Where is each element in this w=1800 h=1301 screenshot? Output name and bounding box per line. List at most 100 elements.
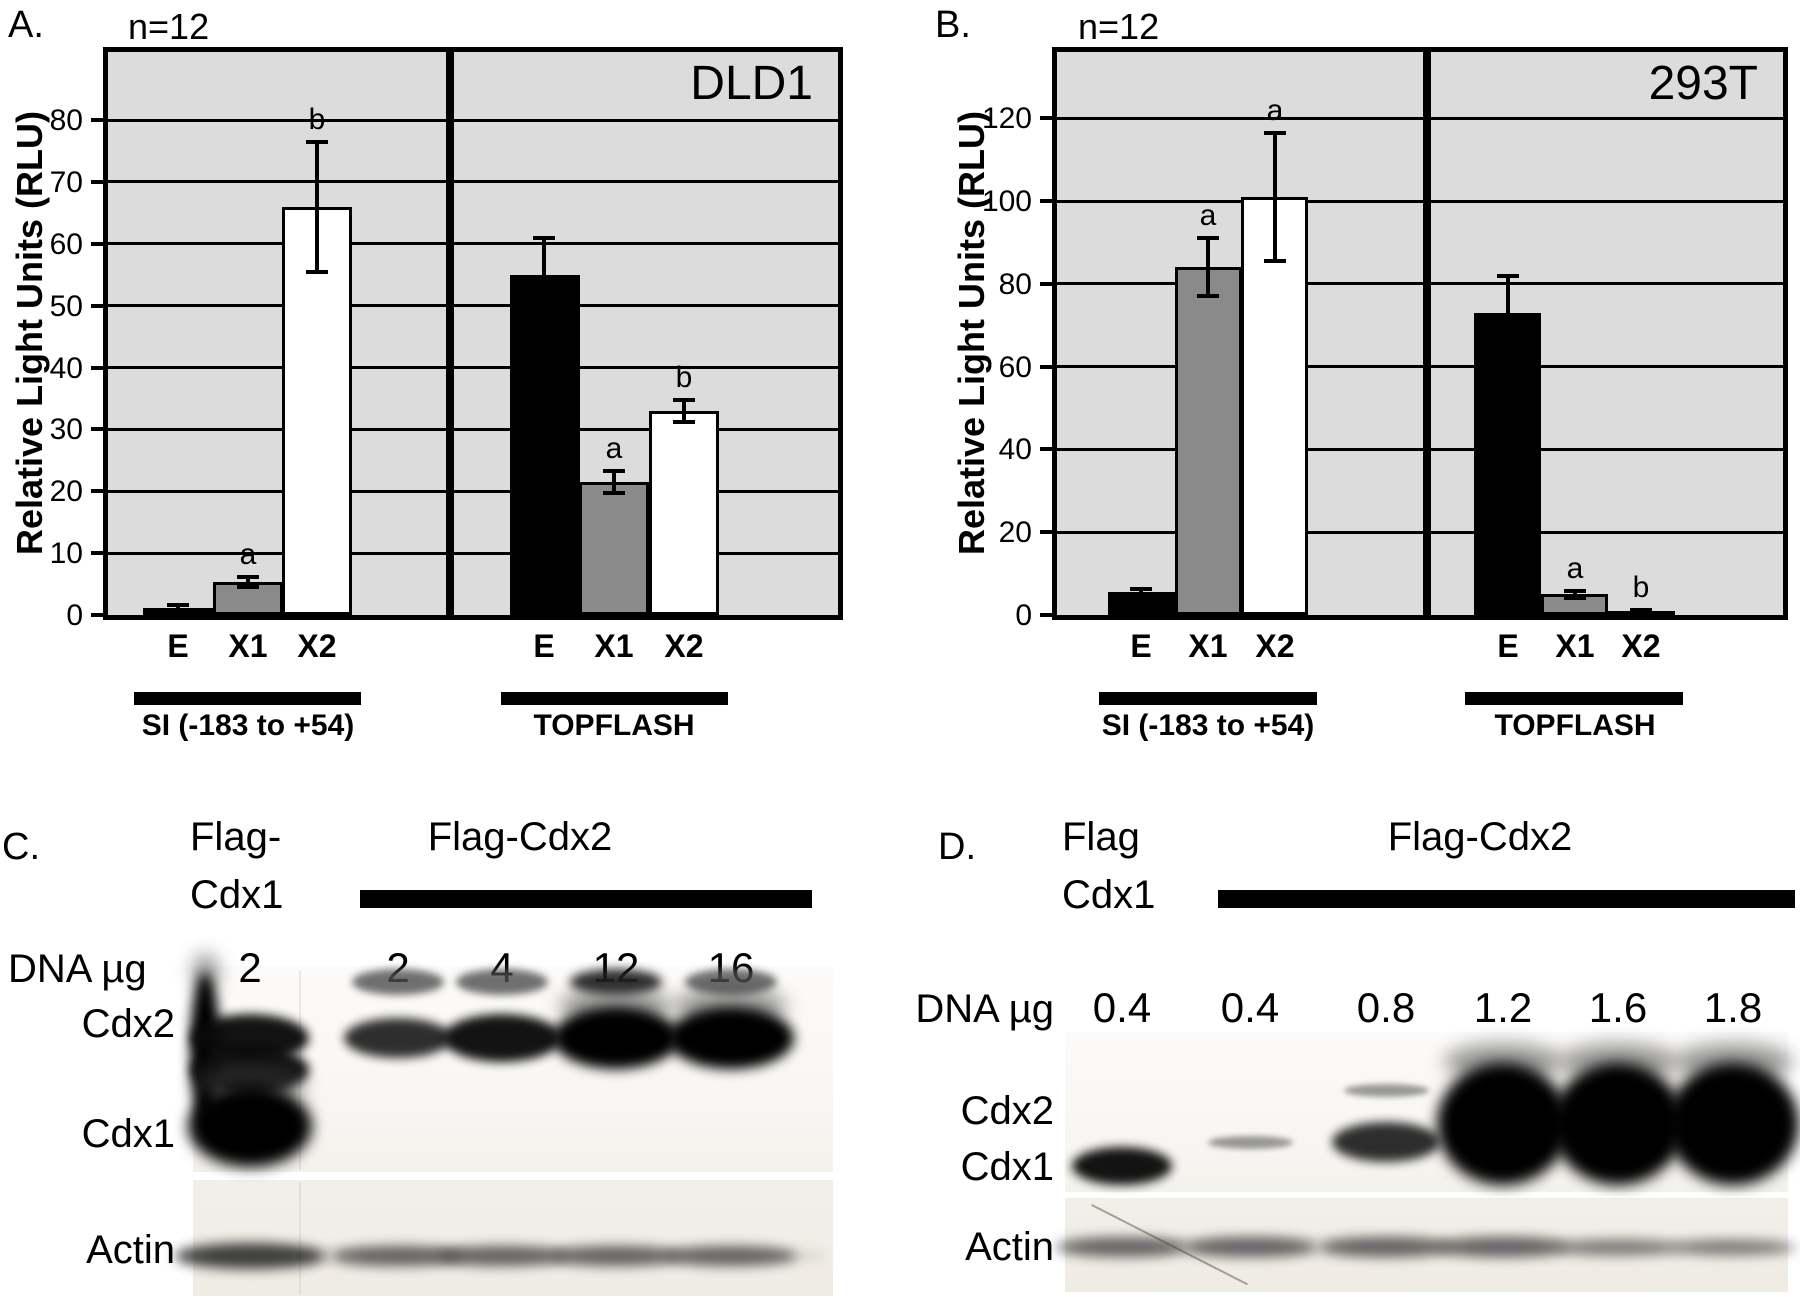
error-bar	[1273, 133, 1277, 261]
panel-divider	[1423, 52, 1431, 615]
gridline	[1057, 448, 1783, 451]
y-tick-label: 60	[998, 351, 1032, 384]
gridline	[108, 180, 838, 183]
blot-band	[1344, 1084, 1429, 1097]
y-tick-mark	[91, 551, 103, 555]
blot-band	[344, 1018, 452, 1058]
construct-label: Cdx1	[1062, 873, 1156, 917]
blot-band	[1332, 1122, 1440, 1162]
error-bar	[1573, 591, 1577, 598]
y-tick-mark	[1040, 613, 1052, 617]
blot-band	[443, 1014, 561, 1062]
blot-band	[456, 969, 548, 995]
group-label: SI (-183 to +54)	[141, 709, 355, 742]
construct-underline-bar	[360, 890, 812, 908]
x-tick-label: X2	[1621, 628, 1661, 664]
error-bar-cap	[1564, 589, 1586, 593]
y-tick-label: 120	[981, 102, 1032, 135]
western-blot-image	[193, 1180, 833, 1296]
error-bar-cap	[1564, 596, 1586, 600]
dna-amount-value: 2	[238, 944, 262, 991]
error-bar-cap	[1197, 236, 1219, 240]
y-tick-label: 70	[49, 166, 83, 199]
error-bar-cap	[306, 140, 328, 144]
x-tick-label: E	[167, 628, 189, 664]
y-tick-mark	[91, 427, 103, 431]
y-tick-mark	[91, 304, 103, 308]
protein-row-label: Cdx2	[960, 1089, 1054, 1133]
actin-band	[1556, 1240, 1681, 1255]
dna-amount-value: 0.4	[1220, 984, 1280, 1031]
y-tick-mark	[91, 180, 103, 184]
blot-band	[1437, 1063, 1569, 1185]
gridline	[108, 366, 838, 369]
protein-row-label: Actin	[965, 1225, 1054, 1269]
significance-letter: a	[605, 432, 623, 465]
gridline	[1057, 200, 1783, 203]
group-underline	[134, 692, 361, 705]
construct-label: Flag-Cdx2	[427, 815, 613, 859]
y-tick-label: 0	[66, 599, 83, 632]
y-tick-mark	[91, 118, 103, 122]
significance-letter: a	[1266, 94, 1284, 127]
error-bar	[246, 577, 250, 587]
x-tick-label: E	[1497, 628, 1519, 664]
dna-amount-value: 1.8	[1703, 984, 1763, 1031]
gridline	[108, 552, 838, 555]
x-tick-label: X2	[664, 628, 704, 664]
group-underline	[1099, 692, 1317, 705]
error-bar	[176, 605, 180, 610]
y-tick-mark	[1040, 365, 1052, 369]
plot-area	[1052, 47, 1788, 620]
dna-amount-label: DNA µg	[915, 987, 1054, 1031]
x-tick-label: X2	[297, 628, 337, 664]
actin-band	[436, 1246, 568, 1266]
dna-amount-value: 1.2	[1473, 984, 1533, 1031]
x-tick-label: X1	[594, 628, 634, 664]
construct-label: Flag-Cdx2	[1387, 815, 1573, 859]
gridline	[1057, 365, 1783, 368]
blot-band	[1208, 1136, 1293, 1149]
protein-row-label: Cdx1	[960, 1145, 1054, 1189]
group-label: SI (-183 to +54)	[1101, 709, 1315, 742]
gridline	[108, 428, 838, 431]
x-tick-label: X2	[1255, 628, 1295, 664]
error-bar-cap	[306, 270, 328, 274]
sample-size-label: n=12	[1078, 6, 1160, 47]
panel-divider	[446, 52, 454, 615]
x-tick-label: X1	[228, 628, 268, 664]
significance-letter: b	[675, 361, 693, 394]
group-label: TOPFLASH	[533, 709, 695, 742]
error-bar-cap	[1130, 587, 1152, 591]
y-tick-label: 40	[49, 352, 83, 385]
error-bar-cap	[533, 236, 555, 240]
sample-size-label: n=12	[128, 6, 210, 47]
error-bar-cap	[603, 491, 625, 495]
dna-amount-value: 1.6	[1588, 984, 1648, 1031]
group-underline	[501, 692, 728, 705]
y-tick-mark	[91, 366, 103, 370]
blot-band	[1072, 1147, 1172, 1185]
gridline	[1057, 531, 1783, 534]
y-tick-mark	[1040, 447, 1052, 451]
error-bar-cap	[167, 608, 189, 612]
actin-band	[1056, 1237, 1188, 1257]
error-bar-cap	[603, 469, 625, 473]
protein-row-label: Cdx1	[81, 1112, 175, 1156]
y-tick-mark	[1040, 199, 1052, 203]
blot-band	[188, 1085, 312, 1167]
y-axis-title: Relative Light Units (RLU)	[951, 110, 993, 556]
blot-panel-label: C.	[2, 826, 40, 868]
error-bar	[315, 142, 319, 272]
error-bar-cap	[673, 398, 695, 402]
y-tick-label: 0	[1015, 599, 1032, 632]
protein-row-label: Actin	[86, 1228, 175, 1272]
blot-seam	[299, 1182, 301, 1294]
actin-band	[175, 1243, 325, 1269]
group-label: TOPFLASH	[1494, 709, 1656, 742]
actin-band	[1320, 1237, 1452, 1257]
actin-band	[1184, 1237, 1316, 1257]
error-bar-cap	[237, 575, 259, 579]
y-tick-label: 100	[981, 185, 1032, 218]
